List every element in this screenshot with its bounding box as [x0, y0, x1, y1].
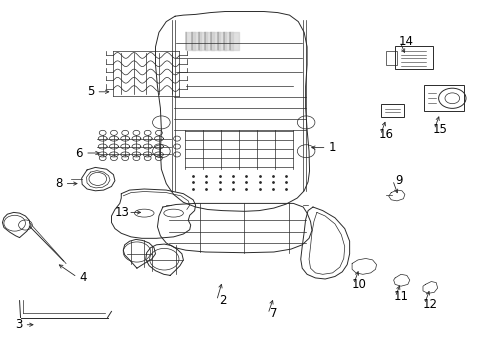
Text: 7: 7: [269, 307, 277, 320]
Text: 1: 1: [328, 141, 336, 154]
Text: 15: 15: [432, 123, 447, 136]
Text: 16: 16: [378, 129, 393, 141]
Text: 2: 2: [218, 294, 226, 307]
Text: 3: 3: [15, 318, 22, 331]
Text: 14: 14: [398, 35, 412, 48]
Text: 11: 11: [393, 291, 407, 303]
Text: 5: 5: [86, 85, 94, 98]
Text: 6: 6: [75, 147, 83, 159]
Text: 12: 12: [422, 298, 437, 311]
Text: 9: 9: [394, 174, 402, 186]
Text: 10: 10: [351, 278, 366, 291]
Text: 13: 13: [115, 206, 129, 219]
Text: 8: 8: [55, 177, 62, 190]
Text: 4: 4: [79, 271, 87, 284]
